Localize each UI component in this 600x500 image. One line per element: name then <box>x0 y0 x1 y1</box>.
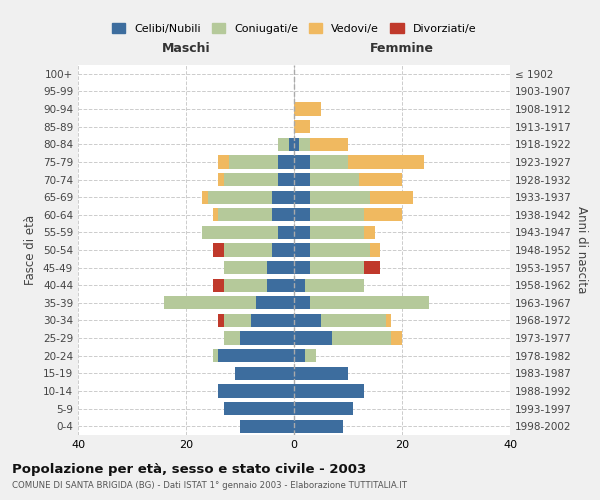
Bar <box>294 173 310 186</box>
Bar <box>272 244 294 256</box>
Bar <box>218 349 294 362</box>
Legend: Celibi/Nubili, Coniugati/e, Vedovi/e, Divorziati/e: Celibi/Nubili, Coniugati/e, Vedovi/e, Di… <box>107 19 481 38</box>
Bar <box>359 173 402 186</box>
Bar <box>218 156 229 168</box>
Bar <box>391 332 402 344</box>
Text: Femmine: Femmine <box>370 42 434 56</box>
Bar <box>294 314 321 327</box>
Bar <box>272 190 294 204</box>
Bar <box>208 190 272 204</box>
Bar <box>267 278 294 292</box>
Bar <box>218 173 224 186</box>
Bar <box>294 102 321 116</box>
Text: Maschi: Maschi <box>161 42 211 56</box>
Bar <box>224 278 267 292</box>
Text: Popolazione per età, sesso e stato civile - 2003: Popolazione per età, sesso e stato civil… <box>12 462 366 475</box>
Text: COMUNE DI SANTA BRIGIDA (BG) - Dati ISTAT 1° gennaio 2003 - Elaborazione TUTTITA: COMUNE DI SANTA BRIGIDA (BG) - Dati ISTA… <box>12 481 407 490</box>
Bar <box>294 208 310 222</box>
Bar <box>370 190 413 204</box>
Bar <box>164 296 256 310</box>
Bar <box>213 349 218 362</box>
Bar <box>294 332 332 344</box>
Bar <box>294 366 348 380</box>
Bar <box>310 208 364 222</box>
Bar <box>310 244 370 256</box>
Bar <box>224 402 294 415</box>
Bar <box>310 190 370 204</box>
Bar <box>294 138 299 151</box>
Bar <box>294 349 305 362</box>
Bar <box>386 314 391 327</box>
Bar <box>348 156 424 168</box>
Bar <box>305 278 364 292</box>
Bar <box>218 314 224 327</box>
Bar <box>224 244 272 256</box>
Bar <box>240 420 294 433</box>
Bar <box>310 138 348 151</box>
Bar <box>310 173 359 186</box>
Bar <box>294 226 310 239</box>
Bar <box>240 332 294 344</box>
Bar <box>294 120 310 134</box>
Bar <box>310 156 348 168</box>
Bar <box>364 208 402 222</box>
Bar <box>278 226 294 239</box>
Bar <box>278 173 294 186</box>
Bar <box>294 190 310 204</box>
Bar <box>289 138 294 151</box>
Bar <box>213 278 224 292</box>
Y-axis label: Anni di nascita: Anni di nascita <box>575 206 588 294</box>
Bar <box>294 278 305 292</box>
Bar <box>202 226 278 239</box>
Bar <box>321 314 386 327</box>
Bar <box>294 156 310 168</box>
Bar <box>364 261 380 274</box>
Bar <box>202 190 208 204</box>
Bar <box>310 296 429 310</box>
Bar <box>294 261 310 274</box>
Bar <box>310 261 364 274</box>
Bar <box>229 156 278 168</box>
Bar <box>294 402 353 415</box>
Bar <box>332 332 391 344</box>
Bar <box>278 156 294 168</box>
Y-axis label: Fasce di età: Fasce di età <box>25 215 37 285</box>
Bar <box>267 261 294 274</box>
Bar <box>370 244 380 256</box>
Bar <box>278 138 289 151</box>
Bar <box>218 384 294 398</box>
Bar <box>294 384 364 398</box>
Bar <box>364 226 375 239</box>
Bar <box>224 314 251 327</box>
Bar <box>224 173 278 186</box>
Bar <box>305 349 316 362</box>
Bar <box>272 208 294 222</box>
Bar <box>310 226 364 239</box>
Bar <box>299 138 310 151</box>
Bar <box>218 208 272 222</box>
Bar <box>224 332 240 344</box>
Bar <box>294 244 310 256</box>
Bar <box>235 366 294 380</box>
Bar <box>251 314 294 327</box>
Bar <box>213 208 218 222</box>
Bar <box>294 420 343 433</box>
Bar <box>256 296 294 310</box>
Bar <box>224 261 267 274</box>
Bar <box>213 244 224 256</box>
Bar <box>294 296 310 310</box>
